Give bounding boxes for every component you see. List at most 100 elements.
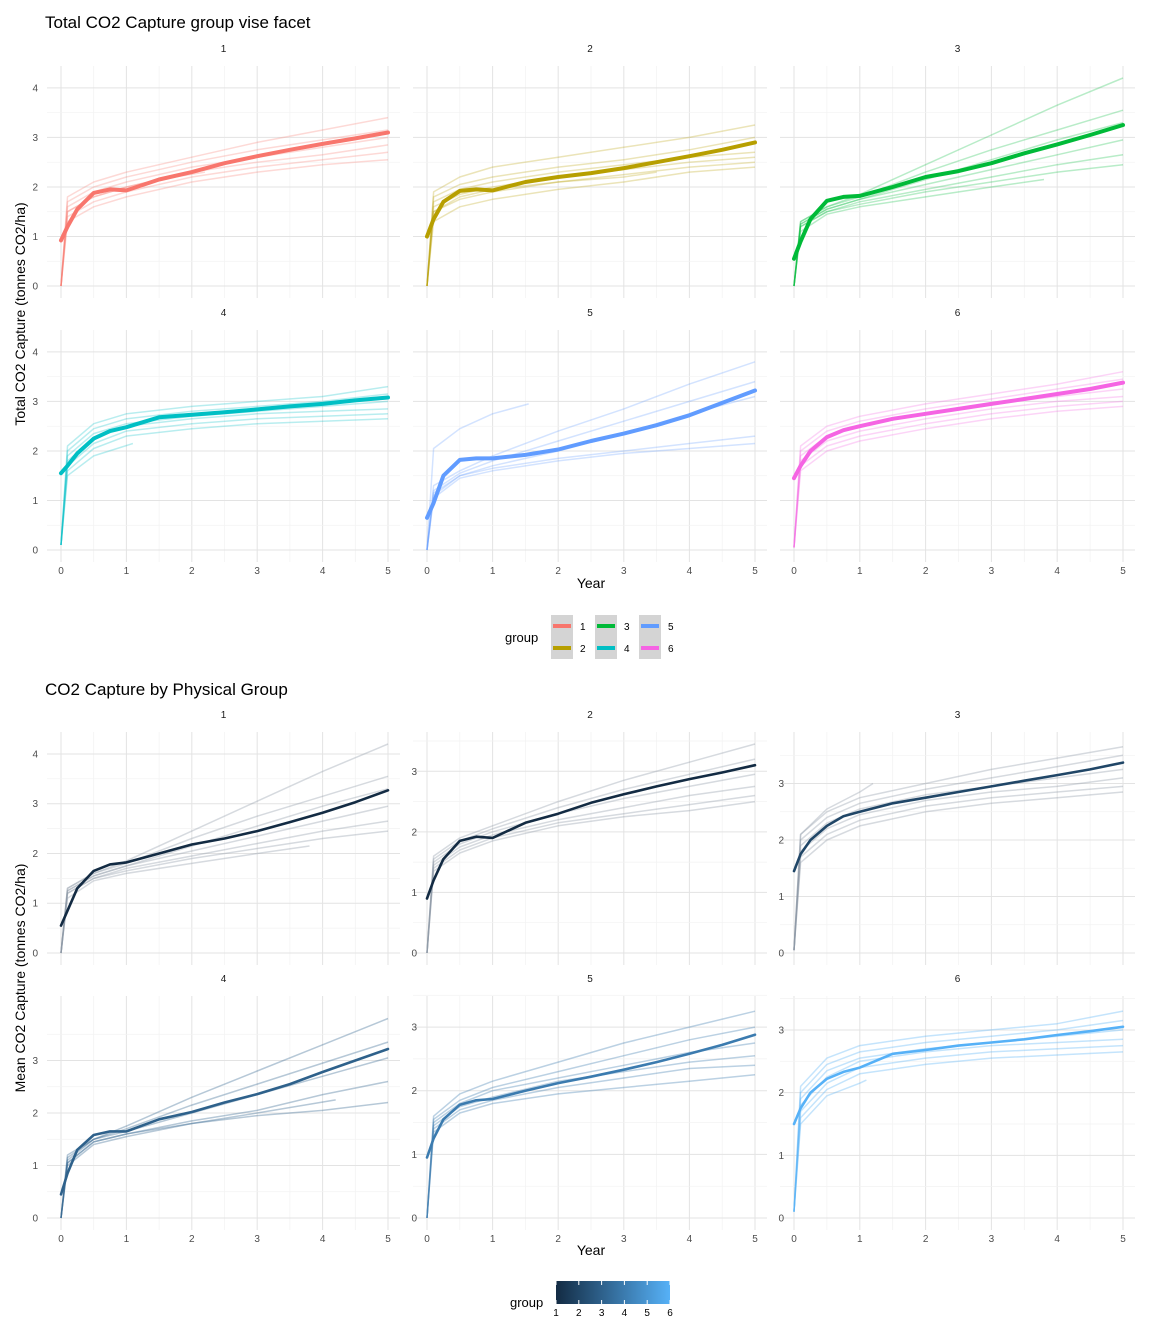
x-tick-label: 2 [923,566,929,577]
legend-colorbar: group 1 2 3 4 5 6 [510,1281,673,1319]
series-track-line [426,403,529,551]
x-tick-label: 3 [989,566,995,577]
x-tick-label: 0 [791,566,797,577]
y-axis-label: Mean CO2 Capture (tonnes CO2/ha) [12,864,28,1093]
series-track-line [426,785,756,954]
legend-entry-3: 3 [595,615,630,637]
colorbar-tick-label: 5 [644,1308,650,1319]
series-mean-line [59,395,390,476]
series-track-line [793,1019,1124,1212]
series-mean-line [792,1025,1125,1126]
colorbar-tick-label: 4 [622,1308,628,1319]
series-track-line [793,154,1124,287]
y-tick-label: 3 [411,767,417,778]
series-mean-line [59,789,390,927]
facet-panel-6: 6 0 1 2 3 0 1 2 3 4 5 [778,974,1135,1245]
facet-panel-2: 2 0 1 2 3 [411,710,767,965]
series-track-line [60,830,389,954]
x-tick-label: 5 [1120,1234,1126,1245]
facet-strip-label: 6 [955,308,961,319]
x-tick-label: 4 [687,1234,693,1245]
facet-strip-label: 1 [221,44,227,55]
x-tick-label: 2 [189,1234,195,1245]
y-tick-label: 0 [778,1214,784,1225]
legend-label: 3 [624,622,630,633]
series-mean-line [59,130,390,243]
y-tick-label: 2 [32,446,38,457]
series-track-line [793,163,1124,287]
x-tick-label: 1 [490,566,496,577]
series-track-line [426,361,756,551]
y-tick-label: 2 [778,1088,784,1099]
series-track-line [426,758,756,954]
series-track-line [793,754,1124,951]
series-track-line [60,400,389,546]
colorbar [556,1281,670,1304]
series-mean-line [425,140,757,239]
legend-label: 2 [580,644,586,655]
x-tick-label: 1 [857,566,863,577]
facet-panel-3: 3 [780,44,1135,298]
series-track-line [426,136,756,287]
facet-panel-2: 2 [413,44,767,298]
grid [780,996,1135,1230]
y-tick-label: 0 [32,949,38,960]
series-track-line [793,405,1124,548]
x-tick-label: 3 [621,566,627,577]
legend-entry-2: 2 [551,637,586,659]
series-track-line [60,1017,389,1219]
series-track-line [426,1054,756,1219]
series-track-line [426,743,756,954]
x-tick-label: 0 [58,1234,64,1245]
grid [780,330,1135,562]
series-track-line [793,109,1124,287]
x-tick-label: 5 [385,566,391,577]
series-track-line [60,385,389,546]
series-track-line [60,136,389,287]
legend-title: group [505,630,538,645]
legend-entry-6: 6 [639,637,674,659]
facet-panels-group-vise: 1 0 1 2 3 4 2 3 4 0 1 2 3 4 0 1 2 3 4 5 5 0 1 2 3 4 5 6 0 1 2 3 4 5 [32,44,1135,577]
grid [780,66,1135,298]
legend-title: group [510,1295,543,1310]
series-track-line [793,782,874,951]
y-tick-label: 4 [32,347,38,358]
series-track-line [60,151,389,287]
series-track-line [426,124,756,287]
series-track-line [60,1101,389,1219]
grid [413,994,767,1230]
grid [413,66,767,298]
series-track-line [60,116,389,287]
chart-title: CO2 Capture by Physical Group [45,680,288,699]
series-track-line [60,129,389,287]
facet-panels-physical-group: 1 0 1 2 3 4 2 0 1 2 3 3 0 1 2 3 4 0 1 2 3 0 1 2 3 4 5 5 0 1 2 3 0 1 2 3 4 5 6 0… [32,710,1135,1245]
facet-panel-1: 1 0 1 2 3 4 [32,44,400,298]
series-track-line [60,393,389,546]
series-track-line [426,1026,756,1219]
x-tick-label: 5 [385,1234,391,1245]
series-track-line [793,370,1124,548]
series-track-line [60,845,310,954]
legend-entry-4: 4 [595,637,630,659]
legend-entry-5: 5 [639,615,674,637]
y-tick-label: 3 [32,397,38,408]
series-track-line [793,1051,1124,1212]
series-mean-line [792,761,1125,873]
x-tick-label: 0 [791,1234,797,1245]
x-tick-label: 2 [555,1234,561,1245]
y-tick-label: 3 [32,133,38,144]
facet-panel-4: 4 0 1 2 3 4 0 1 2 3 4 5 [32,308,400,577]
y-tick-label: 0 [411,1214,417,1225]
colorbar-tick-label: 1 [553,1308,559,1319]
series-track-line [793,77,1124,287]
x-tick-label: 0 [424,566,430,577]
y-tick-label: 2 [778,836,784,847]
x-tick-label: 4 [1054,566,1060,577]
y-tick-label: 3 [778,1025,784,1036]
facet-panel-4: 4 0 1 2 3 0 1 2 3 4 5 [32,974,400,1245]
series-track-line [426,1042,756,1219]
facet-strip-label: 6 [955,974,961,985]
series-track-line [426,794,756,954]
series-track-line [793,1079,867,1212]
